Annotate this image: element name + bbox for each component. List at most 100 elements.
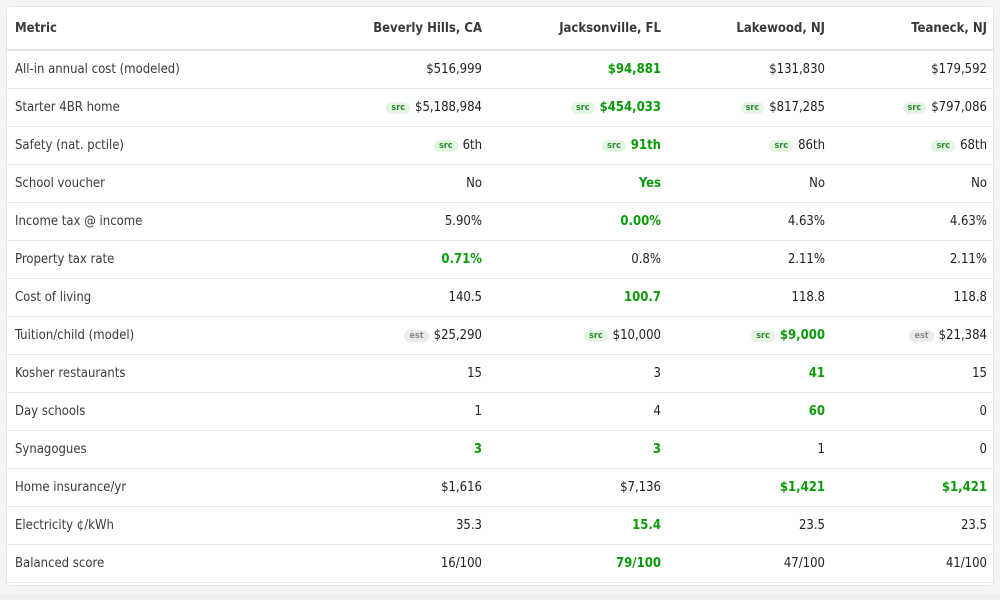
cell-value: 1 (474, 404, 482, 419)
value-cell: 60 (669, 392, 833, 431)
best-value: 60 (808, 404, 825, 419)
source-badge[interactable]: src (769, 140, 794, 152)
table-body: All-in annual cost (modeled) $516,999 $94,… (7, 50, 993, 583)
column-header-city[interactable]: Jacksonville, FL (490, 7, 669, 51)
table-row: Property tax rate 0.71% 0.8% 2.11% 2.11% (7, 240, 993, 279)
source-badge[interactable]: src (902, 102, 927, 114)
value-cell: 4 (490, 392, 669, 431)
cell-value: 15 (972, 366, 987, 381)
best-value: 3 (473, 442, 482, 457)
cell-value: 0 (979, 442, 987, 457)
best-value: Yes (638, 176, 661, 191)
value-cell: No (255, 164, 490, 203)
metric-label: Balanced score (7, 544, 255, 583)
cell-value: 68th (960, 138, 987, 153)
table-row: Synagogues 3 3 1 0 (7, 430, 993, 469)
comparison-table: Metric Beverly Hills, CA Jacksonville, F… (7, 7, 993, 583)
cell-value: $10,000 (612, 328, 661, 343)
best-value: $1,421 (779, 480, 825, 495)
bottom-strip (0, 594, 1000, 600)
value-cell: 118.8 (669, 278, 833, 317)
cell-value: 47/100 (783, 556, 825, 571)
value-cell: 16/100 (255, 544, 490, 583)
value-cell: 4.63% (833, 202, 993, 241)
value-cell: 118.8 (833, 278, 993, 317)
value-cell: $179,592 (833, 50, 993, 89)
value-cell: 1 (255, 392, 490, 431)
source-badge[interactable]: src (433, 140, 458, 152)
best-value: 91th (630, 138, 661, 153)
cell-value: 41/100 (945, 556, 987, 571)
value-cell: src $817,285 (669, 88, 833, 127)
cell-value: $179,592 (931, 62, 987, 77)
value-cell: Yes (490, 164, 669, 203)
estimate-badge[interactable]: est (404, 330, 429, 342)
table-row: School voucher No Yes No No (7, 164, 993, 203)
value-cell: 0.8% (490, 240, 669, 279)
value-cell: 140.5 (255, 278, 490, 317)
cell-value: $5,188,984 (415, 100, 482, 115)
value-cell: No (833, 164, 993, 203)
value-cell: 15 (833, 354, 993, 393)
cell-value: 118.8 (953, 290, 987, 305)
table-row: Balanced score 16/100 79/100 47/100 41/100 (7, 544, 993, 583)
table-row: All-in annual cost (modeled) $516,999 $94,… (7, 50, 993, 89)
value-cell: 0 (833, 430, 993, 469)
column-header-metric[interactable]: Metric (7, 7, 255, 51)
source-badge[interactable]: src (740, 102, 765, 114)
cell-value: 0 (979, 404, 987, 419)
table-row: Home insurance/yr $1,616 $7,136 $1,421 $1,42… (7, 468, 993, 507)
value-cell: 15.4 (490, 506, 669, 545)
value-cell: src $797,086 (833, 88, 993, 127)
value-cell: 100.7 (490, 278, 669, 317)
cell-value: 4 (653, 404, 661, 419)
value-cell: 47/100 (669, 544, 833, 583)
cell-value: $25,290 (433, 328, 482, 343)
column-header-city[interactable]: Teaneck, NJ (833, 7, 993, 51)
estimate-badge[interactable]: est (909, 330, 934, 342)
column-header-city[interactable]: Beverly Hills, CA (255, 7, 490, 51)
value-cell: src $10,000 (490, 316, 669, 355)
cell-value: 0.8% (631, 252, 661, 267)
source-badge[interactable]: src (751, 330, 775, 342)
top-strip (0, 0, 1000, 6)
value-cell: $94,881 (490, 50, 669, 89)
source-badge[interactable]: src (386, 102, 411, 114)
metric-label: All-in annual cost (modeled) (7, 50, 255, 89)
table-row: Income tax @ income 5.90% 0.00% 4.63% 4.63% (7, 202, 993, 241)
column-header-city[interactable]: Lakewood, NJ (669, 7, 833, 51)
value-cell: src 91th (490, 126, 669, 165)
value-cell: 41/100 (833, 544, 993, 583)
metric-label: Kosher restaurants (7, 354, 255, 393)
value-cell: src $5,188,984 (255, 88, 490, 127)
cell-value: 35.3 (455, 518, 482, 533)
metric-label: Day schools (7, 392, 255, 431)
cell-value: $1,616 (441, 480, 482, 495)
best-value: $94,881 (607, 62, 661, 77)
value-cell: 3 (255, 430, 490, 469)
table-header-row: Metric Beverly Hills, CA Jacksonville, F… (7, 7, 993, 51)
best-value: 79/100 (616, 556, 661, 571)
best-value: 0.71% (441, 252, 482, 267)
cell-value: $516,999 (426, 62, 482, 77)
cell-value: No (809, 176, 825, 191)
cell-value: No (466, 176, 482, 191)
value-cell: 35.3 (255, 506, 490, 545)
source-badge[interactable]: src (584, 330, 608, 342)
value-cell: $516,999 (255, 50, 490, 89)
source-badge[interactable]: src (931, 140, 956, 152)
value-cell: src 68th (833, 126, 993, 165)
source-badge[interactable]: src (570, 102, 595, 114)
source-badge[interactable]: src (602, 140, 626, 152)
cell-value: 118.8 (791, 290, 825, 305)
cell-value: No (971, 176, 987, 191)
metric-label: Income tax @ income (7, 202, 255, 241)
cell-value: $21,384 (938, 328, 987, 343)
metric-label: Starter 4BR home (7, 88, 255, 127)
cell-value: 6th (462, 138, 482, 153)
value-cell: est $25,290 (255, 316, 490, 355)
best-value: 0.00% (620, 214, 661, 229)
cell-value: 140.5 (448, 290, 482, 305)
value-cell: 79/100 (490, 544, 669, 583)
value-cell: 23.5 (833, 506, 993, 545)
